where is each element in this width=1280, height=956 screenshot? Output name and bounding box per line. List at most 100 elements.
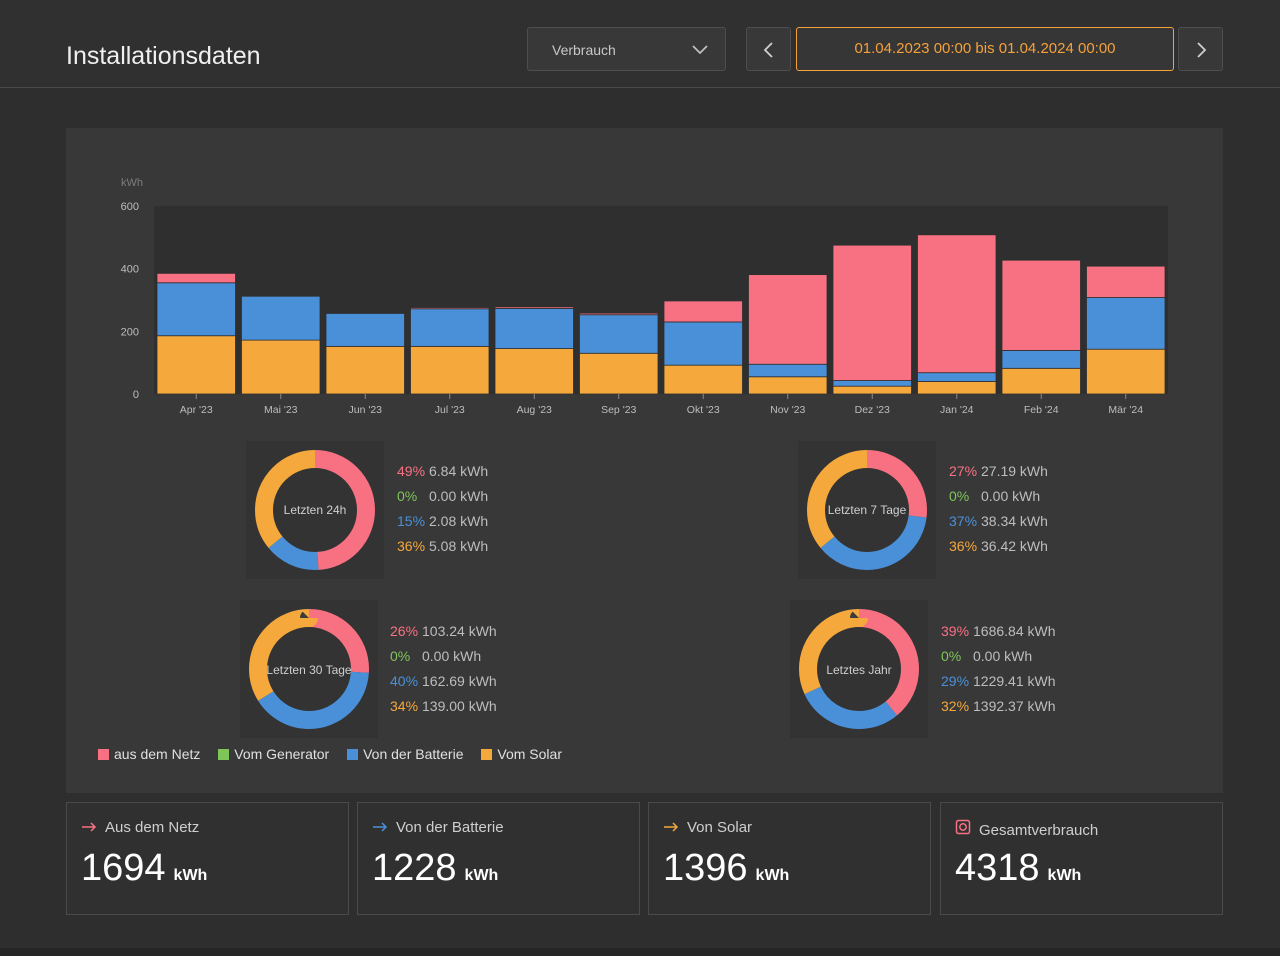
bar-segment[interactable] — [494, 306, 574, 309]
bar-segment[interactable] — [410, 308, 490, 347]
donut-slice[interactable] — [807, 450, 927, 570]
bar-segment[interactable] — [1001, 367, 1081, 395]
summary-unit: kWh — [464, 867, 499, 884]
bar-segment[interactable] — [832, 385, 912, 395]
stat-pct: 34% — [390, 698, 419, 714]
donut-slice[interactable] — [799, 609, 919, 729]
donut-label: Letzten 24h — [283, 503, 347, 517]
donut-slice[interactable] — [255, 450, 375, 570]
bar-segment[interactable] — [1001, 350, 1081, 369]
bar-segment[interactable] — [748, 363, 828, 378]
bar-segment[interactable] — [748, 376, 828, 395]
stat-row-battery: 40% 162.69 kWh — [390, 669, 497, 694]
donut-chart-30d — [249, 609, 369, 729]
donut-slice[interactable] — [249, 609, 369, 729]
bar-segment[interactable] — [663, 300, 743, 323]
stat-kwh: 0.00 kWh — [422, 648, 482, 664]
y-tick-label: 600 — [121, 201, 139, 213]
stat-pct: 0% — [949, 488, 970, 504]
summary-unit: kWh — [755, 867, 790, 884]
stat-kwh: 2.08 kWh — [429, 513, 489, 529]
bar-segment[interactable] — [917, 372, 997, 382]
date-range-button[interactable]: 01.04.2023 00:00 bis 01.04.2024 00:00 — [796, 27, 1174, 71]
bar-segment[interactable] — [832, 380, 912, 387]
legend-label: Vom Generator — [234, 746, 330, 762]
bar-segment[interactable] — [663, 321, 743, 366]
summary-unit: kWh — [1047, 867, 1082, 884]
legend-swatch — [218, 749, 230, 760]
bar-segment[interactable] — [410, 307, 490, 310]
bar-segment[interactable] — [494, 348, 574, 395]
x-tick-label: Mär '24 — [1108, 404, 1143, 416]
bar-segment[interactable] — [325, 313, 405, 347]
stat-pct: 27% — [949, 463, 978, 479]
legend-item-battery[interactable]: Von der Batterie — [347, 746, 464, 762]
bar-segment[interactable] — [1086, 265, 1166, 298]
legend-item-grid[interactable]: aus dem Netz — [98, 746, 200, 762]
header-bar: Installationsdaten Verbrauch 01.04.2023 … — [0, 0, 1280, 88]
summary-card-header: Gesamtverbrauch — [955, 819, 1098, 839]
donut-chart-24h — [255, 450, 375, 570]
view-select[interactable]: Verbrauch — [527, 27, 726, 71]
legend-item-generator[interactable]: Vom Generator — [218, 746, 329, 762]
bar-segment[interactable] — [748, 274, 828, 365]
stat-kwh: 6.84 kWh — [429, 463, 489, 479]
footer-strip — [0, 948, 1280, 956]
stat-row-grid: 27% 27.19 kWh — [949, 459, 1048, 484]
bar-segment[interactable] — [663, 364, 743, 395]
x-tick-label: Okt '23 — [687, 404, 720, 416]
bar-segment[interactable] — [579, 312, 659, 316]
stat-kwh: 0.00 kWh — [429, 488, 489, 504]
stat-kwh: 1392.37 kWh — [973, 698, 1056, 714]
bar-segment[interactable] — [494, 308, 574, 349]
consumption-bar-chart: kWh 600 400 200 0 Apr '23 Mai '23 Jun '23 Jul '2… — [121, 177, 1168, 416]
x-tick-label: Aug '23 — [517, 404, 552, 416]
donut-chart-year — [799, 609, 919, 729]
legend-item-solar[interactable]: Vom Solar — [481, 746, 562, 762]
bar-segment[interactable] — [579, 314, 659, 354]
summary-card-total: Gesamtverbrauch 4318 kWh — [940, 802, 1223, 915]
bar-segment[interactable] — [1086, 297, 1166, 350]
arrow-right-icon — [372, 819, 390, 836]
donut-slice[interactable] — [807, 450, 927, 570]
next-period-button[interactable] — [1178, 27, 1223, 71]
prev-period-button[interactable] — [746, 27, 791, 71]
donut-slice[interactable] — [255, 450, 375, 570]
stat-pct: 29% — [941, 673, 970, 689]
stat-row-battery: 15% 2.08 kWh — [397, 509, 488, 534]
summary-card-label: Von der Batterie — [396, 819, 504, 836]
arrow-right-icon — [81, 819, 99, 836]
bar-segment[interactable] — [241, 295, 321, 341]
bar-segment[interactable] — [410, 345, 490, 395]
bar-segment[interactable] — [579, 352, 659, 395]
stat-pct: 0% — [390, 648, 411, 664]
donut-slice[interactable] — [249, 609, 369, 729]
bar-segment[interactable] — [917, 381, 997, 395]
bar-segment[interactable] — [1086, 348, 1166, 395]
bar-segment[interactable] — [917, 234, 997, 374]
donut-stats-7d: 27% 27.19 kWh 0% 0.00 kWh 37% 38.34 kWh 36%… — [949, 459, 1048, 559]
plug-icon — [955, 819, 973, 839]
bar-segment[interactable] — [1001, 259, 1081, 351]
summary-card-label: Aus dem Netz — [105, 819, 200, 836]
bar-segment[interactable] — [156, 282, 236, 337]
summary-card-value: 4318 kWh — [955, 847, 1081, 890]
legend-swatch — [347, 749, 359, 760]
donut-stats-year: 39% 1686.84 kWh 0% 0.00 kWh 29% 1229.41 kWh… — [941, 619, 1056, 719]
summary-card-solar: Von Solar 1396 kWh — [648, 802, 931, 915]
bar-segment[interactable] — [156, 335, 236, 395]
stat-row-generator: 0% 0.00 kWh — [949, 484, 1048, 509]
bar-segment[interactable] — [241, 339, 321, 395]
summary-card-label: Gesamtverbrauch — [979, 822, 1099, 839]
bar-segment[interactable] — [156, 272, 236, 284]
x-tick-label: Apr '23 — [180, 404, 213, 416]
legend-label: Von der Batterie — [363, 746, 464, 762]
stat-row-battery: 37% 38.34 kWh — [949, 509, 1048, 534]
donut-slice[interactable] — [799, 609, 919, 729]
summary-value: 1228 — [372, 847, 457, 889]
stat-pct: 32% — [941, 698, 970, 714]
bar-segment[interactable] — [325, 345, 405, 395]
bar-segment[interactable] — [832, 244, 912, 381]
stat-pct: 0% — [397, 488, 418, 504]
stat-row-solar: 36% 36.42 kWh — [949, 534, 1048, 559]
